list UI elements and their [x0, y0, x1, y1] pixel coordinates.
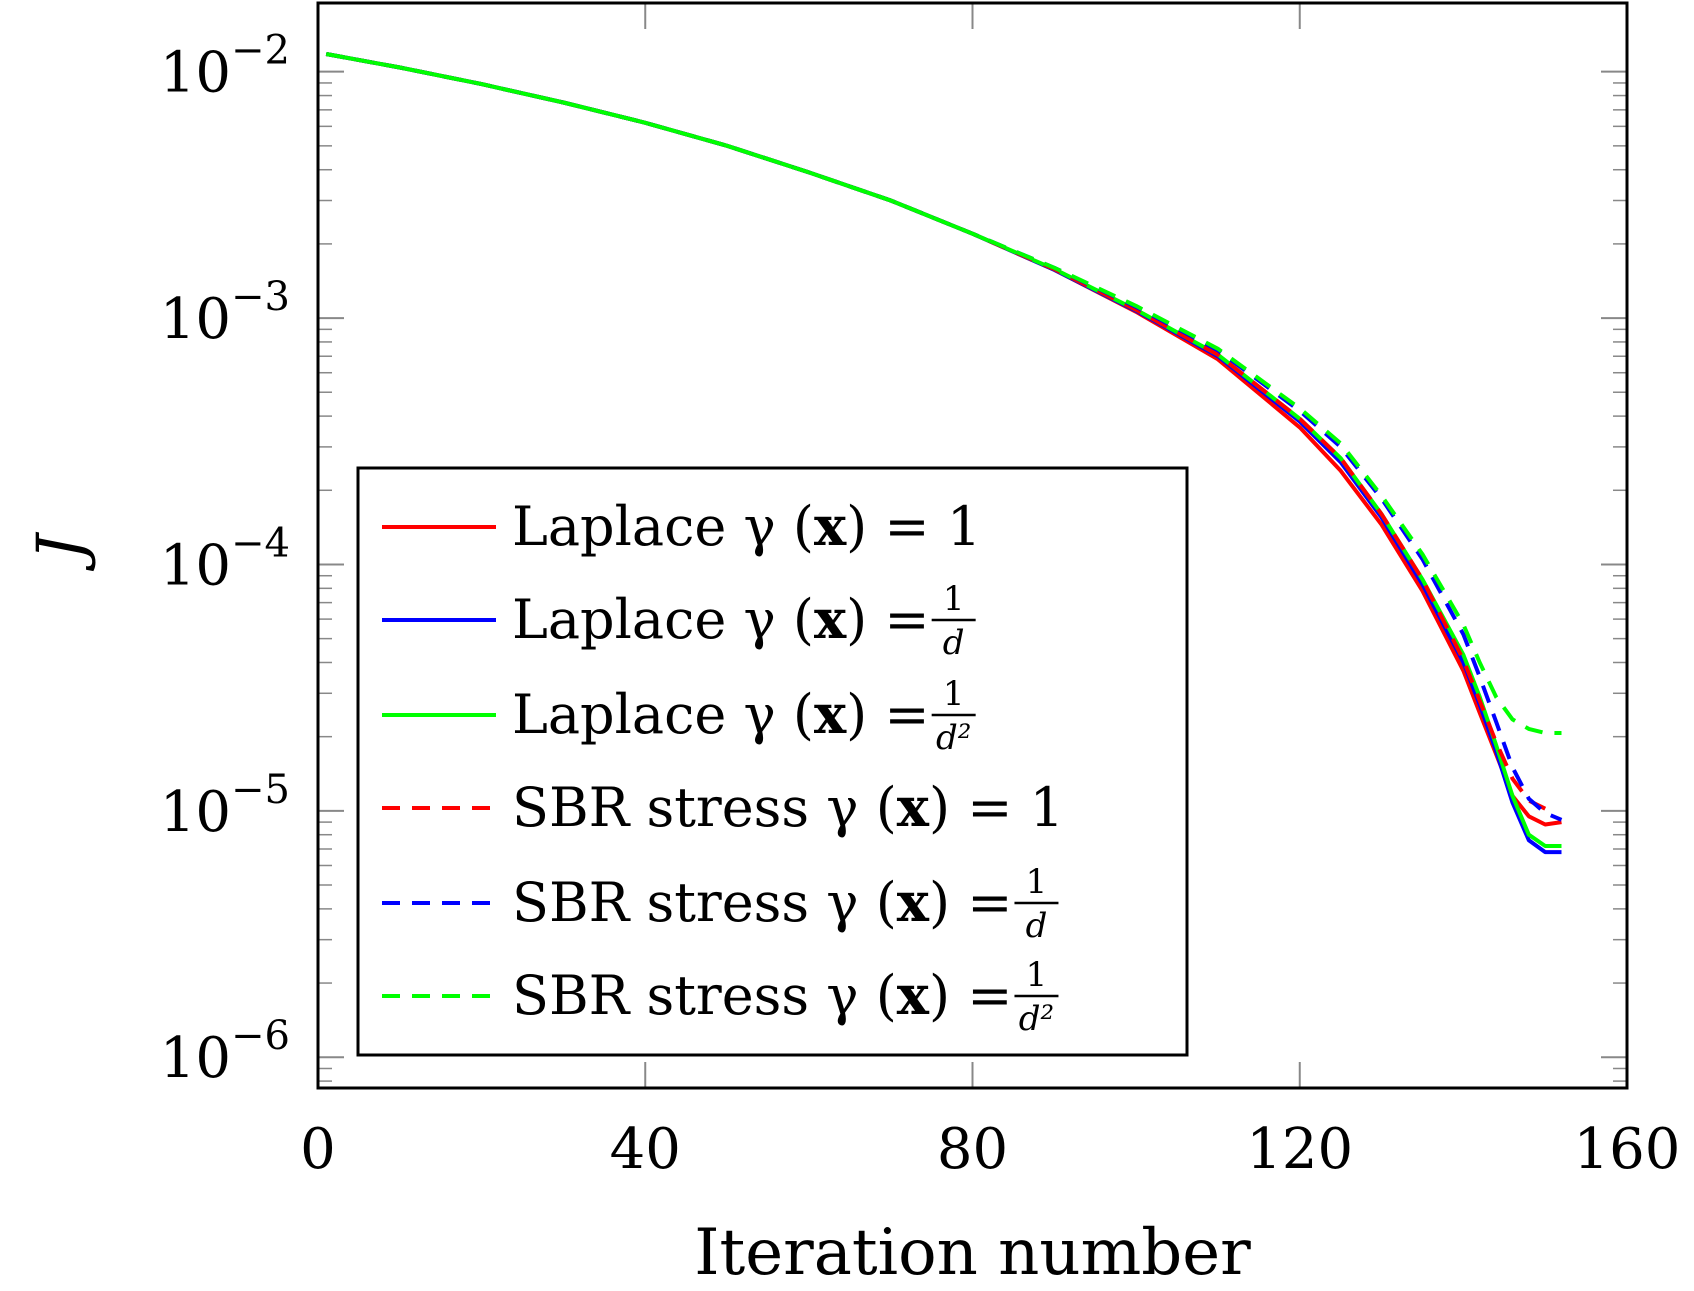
y-tick-label: 10−3: [160, 274, 290, 352]
legend-entry: SBR stress γ (x) = 1d²: [382, 955, 1059, 1039]
major-ticks: [318, 3, 1627, 1088]
y-tick-label: 10−6: [160, 1013, 290, 1091]
x-tick-label: 120: [1246, 1117, 1353, 1182]
y-tick-label: 10−5: [160, 767, 290, 845]
legend-entry: Laplace γ (x) = 1: [382, 494, 981, 558]
legend-fraction-denominator: d²: [936, 718, 971, 758]
legend-entry: SBR stress γ (x) = 1: [382, 775, 1064, 839]
legend-fraction-denominator: d²: [1019, 999, 1054, 1039]
legend-fraction-denominator: d: [1026, 906, 1048, 946]
x-tick-label: 160: [1574, 1117, 1681, 1182]
y-axis-title: J: [24, 531, 98, 571]
minor-ticks: [318, 82, 1627, 1082]
legend-label: SBR stress γ (x) =: [512, 963, 1012, 1027]
legend-label: Laplace γ (x) =: [512, 682, 930, 746]
x-axis-title: Iteration number: [694, 1216, 1251, 1290]
plot-frame: [316, 1, 1629, 1090]
x-tick-label: 40: [610, 1117, 681, 1182]
series-layer: [325, 52, 1563, 855]
legend-fraction-numerator: 1: [943, 579, 965, 619]
legend-box: [356, 466, 1189, 1057]
legend-fraction-numerator: 1: [1026, 862, 1048, 902]
legend-label: SBR stress γ (x) = 1: [512, 775, 1064, 839]
legend-entry: Laplace γ (x) = 1d²: [382, 674, 976, 758]
y-tick-labels: 10−2 10−3 10−4 10−5 10−6: [160, 28, 290, 1092]
legend-entry: Laplace γ (x) = 1d: [382, 579, 976, 663]
legend-label: SBR stress γ (x) =: [512, 870, 1012, 934]
legend-fraction-denominator: d: [943, 623, 965, 663]
x-tick-labels: 0 40 80 120 160: [300, 1117, 1680, 1182]
legend-fraction-numerator: 1: [943, 674, 965, 714]
x-tick-label: 80: [937, 1117, 1008, 1182]
legend-label: Laplace γ (x) =: [512, 587, 930, 651]
series-line-6: [325, 52, 1562, 735]
legend-fraction-numerator: 1: [1026, 955, 1048, 995]
legend-label: Laplace γ (x) = 1: [512, 494, 981, 558]
y-tick-label: 10−4: [160, 520, 290, 598]
legend-entry: SBR stress γ (x) = 1d: [382, 862, 1059, 946]
x-tick-label: 0: [300, 1117, 336, 1182]
y-tick-label: 10−2: [160, 28, 290, 106]
